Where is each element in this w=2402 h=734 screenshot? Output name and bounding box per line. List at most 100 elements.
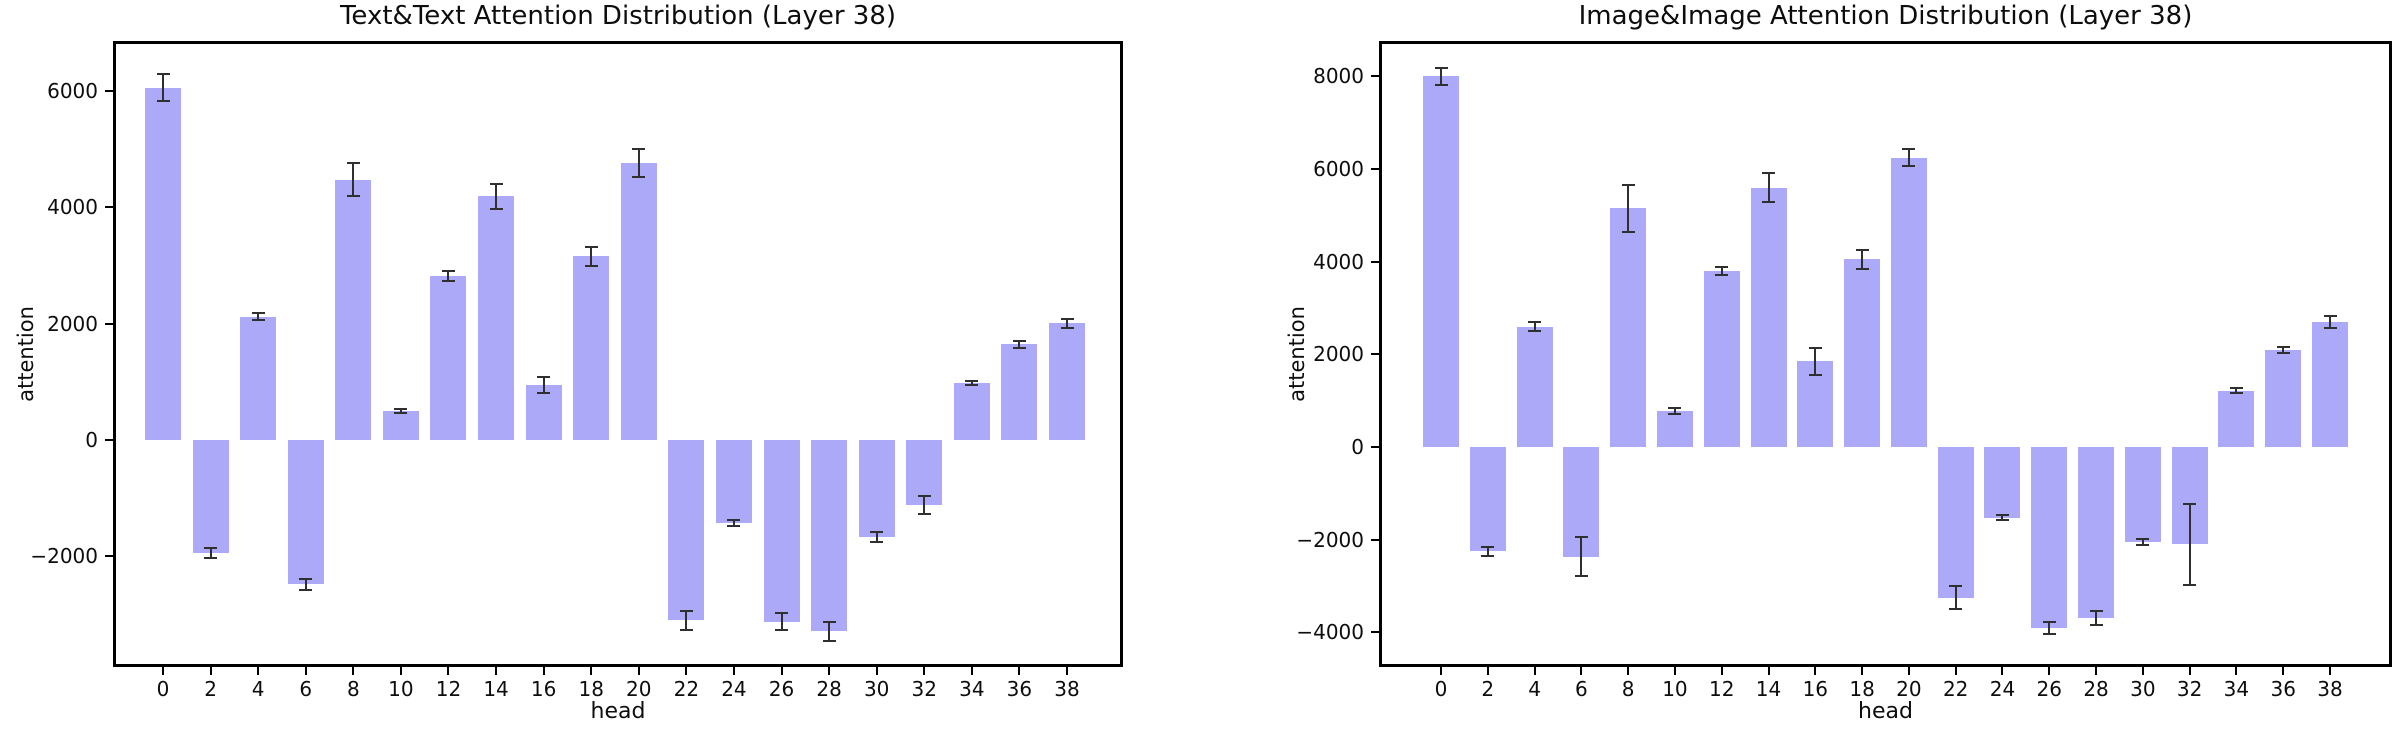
- x-tick-mark: [2001, 667, 2004, 675]
- error-bar-head-26: [2048, 621, 2051, 634]
- error-bar-head-0: [1440, 67, 1442, 86]
- x-tick-label: 32: [2176, 677, 2203, 701]
- bar-head-18: [573, 256, 610, 441]
- x-tick-mark: [2235, 667, 2238, 675]
- x-tick-label: 2: [204, 677, 217, 701]
- x-tick-mark: [685, 667, 688, 675]
- error-bar-cap: [204, 557, 218, 560]
- error-bar-cap: [537, 391, 551, 394]
- bar-head-14: [1750, 187, 1787, 448]
- chart-title: Image&Image Attention Distribution (Laye…: [1578, 1, 2193, 31]
- error-bar-cap: [2183, 503, 2197, 506]
- bar-head-30: [858, 440, 895, 538]
- error-bar-cap: [1715, 265, 1729, 268]
- error-bar-cap: [632, 148, 646, 151]
- x-tick-label: 20: [1896, 677, 1922, 701]
- x-tick-label: 30: [2130, 677, 2156, 701]
- error-bar-head-38: [1066, 318, 1068, 328]
- y-tick-label: 4000: [47, 195, 98, 220]
- bar-head-24: [1984, 447, 2021, 518]
- x-tick-label: 38: [1054, 677, 1080, 701]
- x-tick-label: 34: [959, 677, 985, 701]
- error-bar-cap: [1668, 412, 1682, 415]
- error-bar-cap: [2183, 583, 2197, 586]
- y-tick-label: 0: [1351, 435, 1364, 460]
- x-tick-mark: [1954, 667, 1957, 675]
- x-tick-label: 6: [1574, 677, 1588, 701]
- error-bar-cap: [1434, 84, 1448, 87]
- x-tick-mark: [1814, 667, 1817, 675]
- y-tick-mark: [1371, 260, 1379, 263]
- bar-head-12: [1703, 271, 1740, 448]
- error-bar-head-14: [495, 184, 498, 209]
- y-tick-label: −4000: [1296, 620, 1364, 645]
- x-tick-mark: [495, 667, 498, 675]
- error-bar-cap: [2323, 326, 2337, 329]
- y-tick-label: 4000: [1313, 249, 1364, 274]
- error-bar-head-36: [2282, 346, 2285, 354]
- error-bar-cap: [2089, 609, 2103, 612]
- bar-head-10: [382, 410, 419, 441]
- y-tick-label: 6000: [47, 79, 98, 104]
- error-bar-head-12: [447, 270, 450, 282]
- bar-head-38: [2312, 322, 2348, 448]
- x-axis-label: head: [590, 699, 646, 724]
- x-tick-label: 18: [1849, 677, 1875, 701]
- x-tick-mark: [162, 667, 164, 675]
- x-tick-label: 16: [1802, 677, 1829, 701]
- x-tick-label: 28: [2083, 677, 2109, 701]
- error-bar-head-34: [2235, 387, 2238, 394]
- error-bar-cap: [1949, 585, 1963, 588]
- error-bar-cap: [537, 375, 551, 378]
- x-tick-mark: [923, 667, 926, 675]
- error-bar-cap: [870, 530, 884, 533]
- error-bar-cap: [1621, 230, 1635, 233]
- x-tick-mark: [637, 667, 640, 675]
- error-bar-cap: [1995, 513, 2009, 516]
- x-tick-label: 36: [1006, 677, 1033, 701]
- error-bar-cap: [1012, 339, 1026, 342]
- bar-head-18: [1844, 259, 1881, 448]
- bar-head-26: [2031, 447, 2068, 628]
- x-tick-label: 26: [2036, 677, 2062, 701]
- error-bar-head-10: [1673, 408, 1676, 414]
- x-tick-mark: [1907, 667, 1910, 675]
- error-bar-head-26: [780, 612, 783, 631]
- x-tick-label: 10: [388, 677, 414, 701]
- x-tick-label: 26: [768, 677, 795, 701]
- error-bar-cap: [822, 621, 836, 624]
- error-bar-cap: [346, 162, 360, 165]
- bar-head-36: [1001, 344, 1038, 441]
- bar-head-34: [953, 383, 990, 441]
- error-bar-head-36: [1018, 340, 1021, 348]
- error-bar-cap: [2276, 345, 2290, 348]
- bar-head-28: [811, 440, 848, 632]
- bar-head-32: [906, 440, 943, 506]
- error-bar-cap: [2136, 543, 2150, 546]
- bar-head-0: [1423, 76, 1459, 448]
- error-bar-cap: [1481, 545, 1495, 548]
- x-tick-label: 18: [578, 677, 604, 701]
- error-bar-head-8: [1627, 185, 1630, 232]
- error-bar-head-38: [2329, 316, 2331, 328]
- x-tick-label: 8: [346, 677, 360, 701]
- y-tick-mark: [105, 439, 113, 442]
- error-bar-head-24: [2001, 514, 2004, 521]
- y-tick-mark: [1371, 446, 1379, 449]
- x-tick-mark: [399, 667, 402, 675]
- error-bar-cap: [1949, 608, 1963, 611]
- error-bar-cap: [2089, 623, 2103, 626]
- x-tick-label: 30: [863, 677, 890, 701]
- error-bar-head-2: [1486, 546, 1489, 557]
- error-bar-cap: [1528, 329, 1542, 332]
- y-tick-mark: [1371, 75, 1379, 78]
- error-bar-head-28: [828, 622, 831, 641]
- chart-title: Text&Text Attention Distribution (Layer …: [339, 1, 897, 31]
- error-bar-head-32: [923, 496, 926, 514]
- x-tick-mark: [970, 667, 973, 675]
- error-bar-cap: [1995, 519, 2009, 522]
- error-bar-head-6: [1580, 537, 1583, 577]
- y-tick-label: −2000: [30, 544, 98, 569]
- error-bar-cap: [299, 578, 313, 581]
- error-bar-cap: [1012, 346, 1026, 349]
